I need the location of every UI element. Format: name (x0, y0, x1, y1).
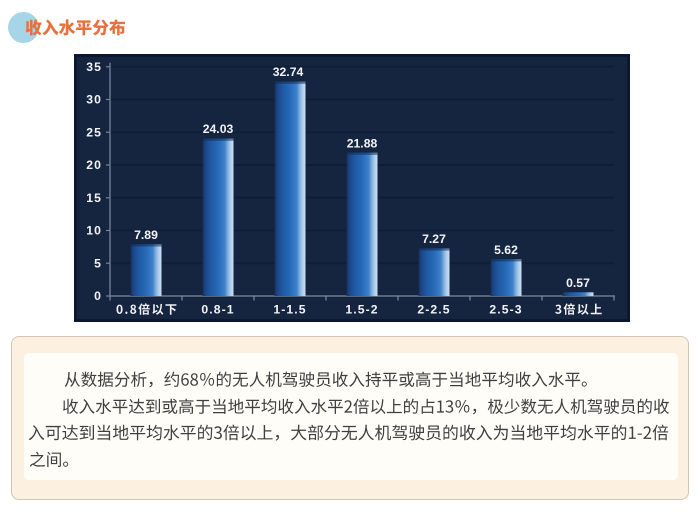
svg-text:0.57: 0.57 (566, 276, 590, 290)
svg-text:24.03: 24.03 (203, 122, 234, 136)
svg-text:10: 10 (86, 224, 102, 238)
svg-text:0: 0 (94, 289, 102, 303)
svg-text:30: 30 (86, 93, 102, 107)
svg-text:5: 5 (94, 256, 102, 270)
svg-text:32.74: 32.74 (273, 65, 304, 79)
svg-text:1.5-2: 1.5-2 (345, 303, 378, 317)
svg-text:20: 20 (86, 158, 102, 172)
svg-text:0.8-1: 0.8-1 (201, 303, 234, 317)
svg-text:21.88: 21.88 (347, 136, 378, 150)
svg-text:2-2.5: 2-2.5 (417, 303, 450, 317)
svg-text:25: 25 (86, 126, 102, 140)
svg-text:5.62: 5.62 (494, 243, 518, 257)
svg-text:35: 35 (86, 60, 102, 74)
svg-text:1-1.5: 1-1.5 (273, 303, 306, 317)
svg-text:2.5-3: 2.5-3 (489, 303, 522, 317)
svg-text:15: 15 (86, 191, 102, 205)
svg-text:7.27: 7.27 (422, 232, 446, 246)
svg-text:7.89: 7.89 (134, 228, 158, 242)
